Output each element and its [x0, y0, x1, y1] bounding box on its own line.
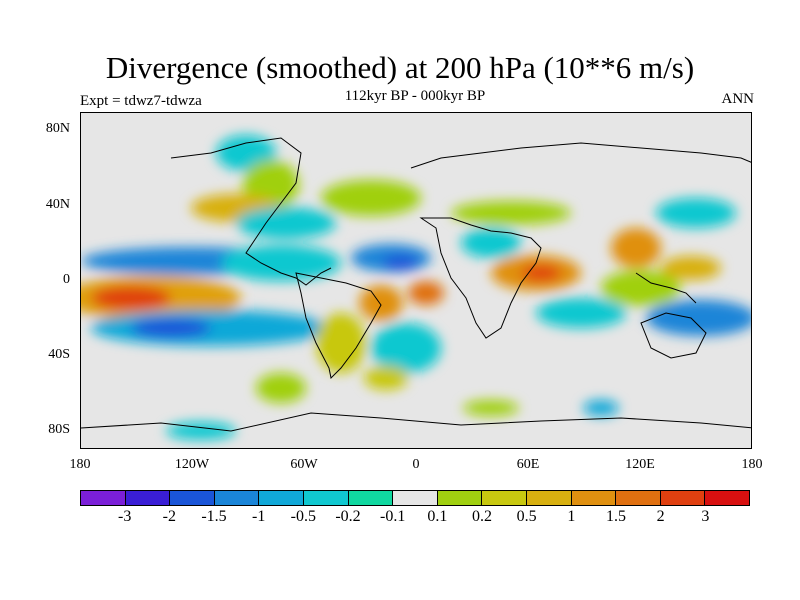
colorbar-label: 0.2 [472, 508, 492, 525]
colorbar-label: -0.2 [335, 508, 361, 525]
lon-label-180e: 180 [741, 457, 763, 472]
lon-label-0: 0 [412, 457, 420, 472]
colorbar-swatch [660, 491, 706, 505]
colorbar-swatch [214, 491, 260, 505]
lon-label-60e: 60E [516, 457, 540, 472]
south-america-coast [295, 272, 382, 380]
maritime-continent-coast [635, 272, 697, 304]
colorbar-swatch [571, 491, 617, 505]
colorbar-swatch [81, 491, 126, 505]
colorbar-swatch [170, 491, 215, 505]
lat-label-80s: 80S [48, 422, 70, 437]
colorbar-label: 1 [567, 508, 576, 525]
coastlines [81, 137, 751, 432]
colorbar-label: -2 [162, 508, 176, 525]
colorbar-swatch [303, 491, 349, 505]
lat-label-40n: 40N [45, 197, 70, 212]
lon-label-120e: 120E [625, 457, 655, 472]
colorbar-label: 3 [701, 508, 710, 525]
north-america-coast [170, 137, 332, 286]
colorbar-labels: -3 -2 -1.5 -1 -0.5 -0.2 -0.1 0.1 0.2 0.5 1 1.5 2 3 [80, 508, 750, 528]
colorbar-label: -0.1 [379, 508, 406, 525]
lon-label-180w: 180 [69, 457, 91, 472]
colorbar-swatch [482, 491, 527, 505]
colorbar-label: -3 [117, 508, 132, 525]
experiment-label: Expt = tdwz7-tdwza [80, 93, 202, 109]
divergence-field [81, 135, 751, 440]
colorbar-swatch [705, 491, 749, 505]
map-title: Divergence (smoothed) at 200 hPa (10**6 … [105, 50, 695, 85]
lon-label-120w: 120W [174, 457, 210, 472]
eurasia-north-coast [410, 142, 751, 169]
divergence-map [81, 113, 751, 448]
colorbar-swatch [348, 491, 394, 505]
colorbar-swatch [125, 491, 171, 505]
colorbar-label: 0.1 [427, 508, 448, 525]
colorbar [80, 490, 750, 506]
australia-coast [640, 312, 707, 359]
africa-coast [419, 217, 542, 339]
colorbar-label: 0.5 [516, 508, 537, 525]
colorbar-swatch [437, 491, 483, 505]
colorbar-label: 2 [656, 508, 665, 525]
colorbar-label: 1.5 [606, 508, 626, 525]
colorbar-label: -1.5 [201, 508, 227, 525]
map-plot [80, 112, 752, 449]
colorbar-swatch [393, 491, 438, 505]
antarctica-coast [81, 412, 751, 432]
colorbar-label: -0.5 [290, 508, 316, 525]
lat-label-40s: 40S [48, 347, 70, 362]
colorbar-label: -1 [251, 508, 266, 525]
lon-label-60w: 60W [290, 457, 318, 472]
colorbar-swatch [259, 491, 304, 505]
lat-label-0: 0 [63, 272, 70, 287]
annual-label: ANN [721, 91, 755, 107]
lat-label-80n: 80N [45, 121, 70, 136]
period-subtitle: 112kyr BP - 000kyr BP [344, 88, 486, 104]
colorbar-swatch [526, 491, 572, 505]
colorbar-swatch [616, 491, 661, 505]
